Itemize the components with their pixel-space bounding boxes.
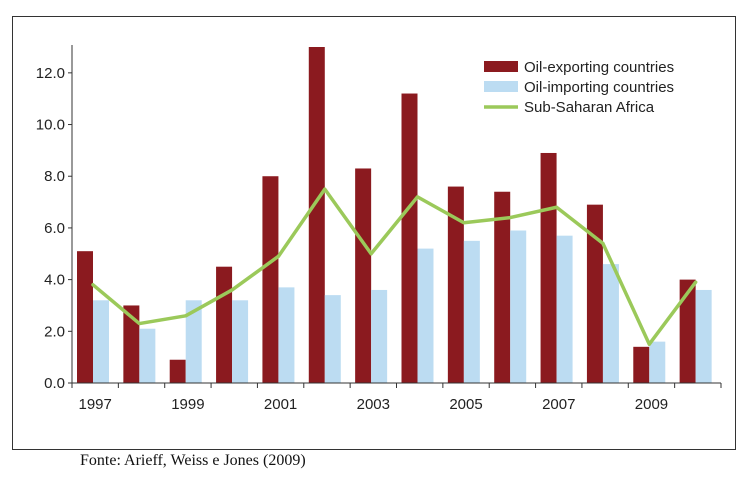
- bar-oil-importing-2004: [417, 248, 434, 383]
- bar-oil-importing-2006: [510, 230, 527, 383]
- bar-oil-importing-2003: [371, 289, 388, 383]
- x-tick-label: 1999: [171, 396, 204, 413]
- source-note: Fonte: Arieff, Weiss e Jones (2009): [80, 452, 306, 469]
- bar-oil-importing-2009: [649, 341, 666, 383]
- bar-oil-exporting-2001: [262, 176, 279, 383]
- y-tick-label: 10.0: [36, 117, 65, 134]
- bar-oil-exporting-2010: [679, 279, 696, 383]
- x-tick-label: 2007: [542, 396, 575, 413]
- bar-oil-importing-1998: [139, 328, 156, 383]
- chart: 0.0 2.0 4.0 6.0 8.0 10.0 12.0 1997 1999 2001 2003 2…: [36, 45, 722, 413]
- bar-oil-importing-1999: [185, 300, 202, 383]
- x-tick-label: 2005: [449, 396, 482, 413]
- legend: Oil-exporting countries Oil-importing cou…: [484, 59, 674, 116]
- bar-oil-exporting-2008: [586, 204, 603, 383]
- bar-oil-importing-2010: [695, 289, 712, 383]
- legend-swatch-0: [484, 61, 518, 72]
- bar-oil-exporting-2009: [633, 346, 650, 383]
- y-tick-label: 8.0: [44, 168, 65, 185]
- bar-oil-importing-2002: [324, 295, 341, 383]
- legend-label-2: Sub-Saharan Africa: [524, 99, 655, 116]
- bar-oil-exporting-2000: [216, 266, 233, 383]
- legend-label-0: Oil-exporting countries: [524, 59, 674, 76]
- bar-oil-importing-1997: [93, 300, 109, 383]
- axes: 0.0 2.0 4.0 6.0 8.0 10.0 12.0 1997 1999 2001 2003 2…: [36, 45, 722, 413]
- y-tick-label: 4.0: [44, 272, 65, 289]
- y-tick-label: 2.0: [44, 323, 65, 340]
- x-tick-label: 2003: [357, 396, 390, 413]
- bar-oil-exporting-2007: [540, 152, 557, 383]
- legend-swatch-1: [484, 81, 518, 92]
- y-tick-label: 6.0: [44, 220, 65, 237]
- bar-oil-exporting-2002: [308, 47, 325, 383]
- plot-area: [77, 47, 712, 384]
- bar-oil-importing-2007: [556, 235, 573, 383]
- bar-oil-importing-2005: [463, 240, 480, 383]
- x-tick-label: 2001: [264, 396, 297, 413]
- x-tick-label: 1997: [78, 396, 111, 413]
- bar-oil-exporting-1997: [77, 251, 93, 383]
- bar-oil-importing-2008: [602, 264, 619, 383]
- bar-oil-exporting-2005: [447, 186, 464, 383]
- bar-oil-exporting-2003: [355, 168, 372, 383]
- bar-oil-exporting-1999: [169, 359, 186, 383]
- bar-oil-importing-2001: [278, 287, 295, 383]
- bar-oil-exporting-2006: [494, 191, 511, 383]
- bar-oil-exporting-2004: [401, 93, 418, 384]
- bar-oil-importing-2000: [232, 300, 249, 383]
- y-tick-label: 12.0: [36, 65, 65, 82]
- legend-label-1: Oil-importing countries: [524, 79, 674, 96]
- y-tick-label: 0.0: [44, 375, 65, 392]
- line-sub-saharan-africa: [91, 187, 698, 346]
- chart-frame: 0.0 2.0 4.0 6.0 8.0 10.0 12.0 1997 1999 2001 2003 2…: [12, 16, 736, 450]
- bar-oil-exporting-1998: [123, 305, 140, 383]
- x-tick-label: 2009: [635, 396, 668, 413]
